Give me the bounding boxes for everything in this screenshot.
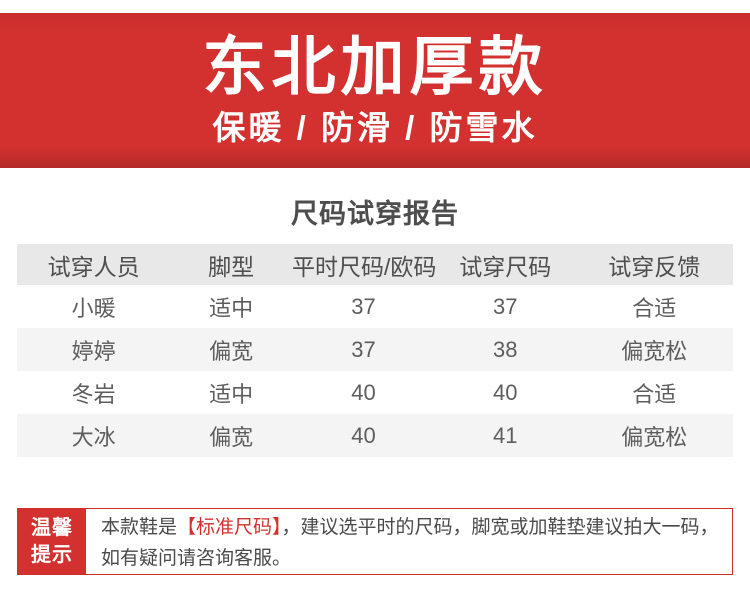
report-title: 尺码试穿报告: [291, 199, 459, 229]
warm-tips-label-line2: 提示: [31, 543, 73, 566]
column-header-foot-type: 脚型: [208, 253, 255, 280]
table-row: 冬岩 适中 40 40 合适: [17, 371, 733, 414]
cell-tester: 大冰: [71, 424, 116, 450]
cell-tried-size: 37: [493, 293, 518, 319]
warm-tips-box: 温馨 提示 本款鞋是【标准尺码】，建议选平时的尺码，脚宽或加鞋垫建议拍大一码， …: [17, 508, 733, 575]
promo-banner: 东北加厚款 保暖 / 防滑 / 防雪水: [0, 13, 750, 168]
table-row: 婷婷 偏宽 37 38 偏宽松: [17, 328, 733, 371]
cell-tried-size: 40: [493, 379, 518, 405]
banner-title: 东北加厚款: [202, 31, 548, 103]
column-header-feedback: 试穿反馈: [608, 253, 701, 280]
column-header-tester: 试穿人员: [47, 253, 140, 280]
cell-foot-type: 偏宽: [209, 338, 254, 364]
warm-tips-label: 温馨 提示: [18, 509, 86, 574]
cell-usual-size: 40: [351, 379, 376, 405]
cell-feedback: 偏宽松: [621, 424, 688, 450]
tips-text-highlight: 【标准尺码】: [177, 516, 282, 538]
cell-tester: 冬岩: [71, 381, 116, 407]
cell-usual-size: 37: [351, 336, 376, 362]
column-header-tried-size: 试穿尺码: [459, 253, 552, 280]
warm-tips-line2: 如有疑问请咨询客服。: [101, 547, 292, 569]
cell-feedback: 合适: [632, 295, 677, 321]
warm-tips-line1: 本款鞋是【标准尺码】，建议选平时的尺码，脚宽或加鞋垫建议拍大一码，: [101, 512, 722, 543]
cell-feedback: 合适: [632, 381, 677, 407]
cell-usual-size: 37: [351, 293, 376, 319]
column-header-usual-size: 平时尺码/欧码: [291, 253, 436, 280]
cell-foot-type: 适中: [209, 295, 254, 321]
warm-tips-text: 本款鞋是【标准尺码】，建议选平时的尺码，脚宽或加鞋垫建议拍大一码， 如有疑问请咨…: [86, 509, 732, 574]
table-row: 大冰 偏宽 40 41 偏宽松: [17, 414, 733, 457]
banner-subtitle: 保暖 / 防滑 / 防雪水: [212, 109, 538, 146]
table-header-row: 试穿人员 脚型 平时尺码/欧码 试穿尺码 试穿反馈: [17, 244, 733, 285]
fitting-report-table: 试穿人员 脚型 平时尺码/欧码 试穿尺码 试穿反馈 小暖 适中 37 37 合适…: [17, 244, 733, 457]
warm-tips-label-line1: 温馨: [31, 516, 73, 539]
product-detail-page: 东北加厚款 保暖 / 防滑 / 防雪水 尺码试穿报告 试穿人员 脚型 平时尺码/…: [0, 13, 750, 605]
cell-foot-type: 偏宽: [209, 424, 254, 450]
cell-tried-size: 38: [493, 336, 518, 362]
cell-tried-size: 41: [493, 422, 518, 448]
tips-text-prefix: 本款鞋是: [101, 516, 178, 538]
cell-foot-type: 适中: [209, 381, 254, 407]
tips-text-suffix: ，建议选平时的尺码，脚宽或加鞋垫建议拍大一码，: [281, 516, 719, 538]
cell-tester: 小暖: [71, 295, 116, 321]
cell-feedback: 偏宽松: [621, 338, 688, 364]
table-row: 小暖 适中 37 37 合适: [17, 285, 733, 328]
cell-tester: 婷婷: [71, 338, 116, 364]
cell-usual-size: 40: [351, 422, 376, 448]
